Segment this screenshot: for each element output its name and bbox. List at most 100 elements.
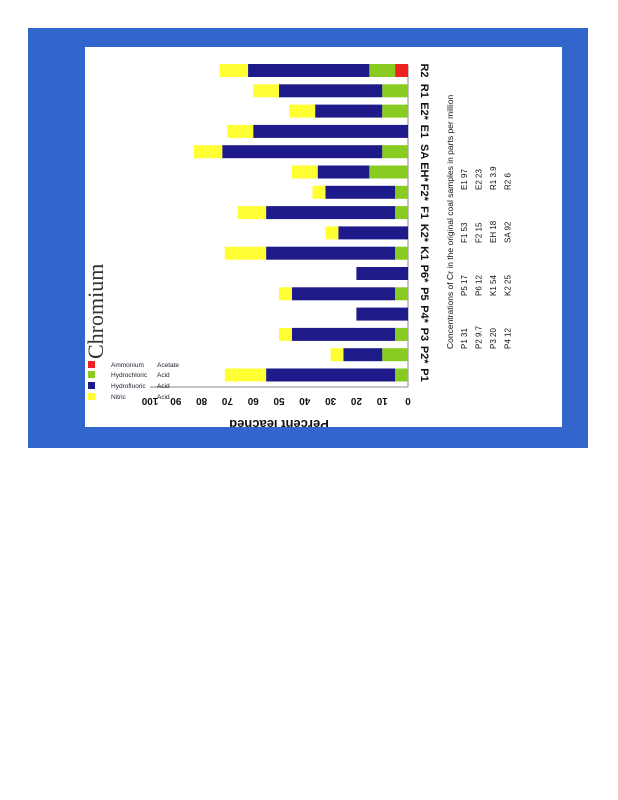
- legend-label-suffix-2: Acid: [157, 383, 170, 390]
- y-tick-label: 0: [405, 395, 411, 406]
- note-cell: E1 97: [460, 169, 469, 190]
- bar-segment-P5-1: [395, 287, 408, 301]
- bar-segment-F2star-2: [325, 185, 396, 199]
- note-cell: F2 15: [475, 222, 484, 243]
- legend-label-suffix-3: Acid: [157, 394, 170, 401]
- note-cell: SA 92: [504, 221, 513, 243]
- legend-swatch-1: [88, 371, 95, 378]
- y-tick-label: 70: [221, 395, 233, 406]
- legend-swatch-3: [88, 393, 95, 400]
- bar-segment-E2star-2: [315, 104, 383, 118]
- bar-segment-K1-3: [224, 246, 267, 260]
- y-tick-label: 80: [196, 395, 208, 406]
- bar-segment-R2-3: [219, 64, 249, 77]
- note-cell: P2 9.7: [475, 325, 484, 349]
- note-cell: P1 31: [460, 328, 469, 349]
- bar-segment-P3-3: [279, 327, 292, 341]
- bar-segment-F1-2: [266, 206, 396, 220]
- legend-label-suffix-1: Acid: [157, 372, 170, 379]
- bar-segment-P3-1: [395, 327, 408, 341]
- bar-segment-SA-2: [222, 145, 383, 159]
- category-label: P2*: [418, 346, 430, 364]
- category-label: P5: [418, 287, 430, 300]
- y-tick-label: 90: [170, 395, 182, 406]
- legend-swatch-0: [88, 361, 95, 368]
- y-tick-label: 30: [325, 395, 337, 406]
- legend-label-3: Nitric: [111, 394, 127, 401]
- note-cell: K1 54: [489, 275, 498, 296]
- bar-segment-P1-3: [224, 368, 267, 382]
- note-cell: F1 53: [460, 222, 469, 243]
- bar-segment-E1-3: [227, 124, 254, 138]
- bar-segment-F2star-3: [312, 185, 326, 199]
- category-label: E2*: [418, 102, 430, 120]
- bar-segment-P2star-2: [343, 348, 383, 362]
- legend-label-0: Ammonium: [111, 362, 144, 369]
- y-tick-label: 60: [247, 395, 259, 406]
- bar-segment-R1-2: [279, 84, 383, 98]
- bar-segment-E2star-1: [382, 104, 408, 118]
- note-cell: K2 25: [504, 275, 513, 296]
- bar-segment-P5-2: [291, 287, 396, 301]
- category-label: F2*: [418, 184, 430, 202]
- bar-segment-EHstar-3: [291, 165, 318, 179]
- bar-segment-P1-2: [266, 368, 396, 382]
- bar-segment-P6star-2: [356, 267, 408, 280]
- note-cell: P3 20: [489, 328, 498, 349]
- bar-segment-F2star-1: [395, 185, 408, 199]
- note-cell: EH 18: [489, 220, 498, 243]
- bar-segment-E2star-3: [289, 104, 316, 118]
- note-cell: P4 12: [504, 328, 513, 349]
- bar-segment-K1-2: [266, 246, 396, 260]
- bar-segment-P5-3: [279, 287, 292, 301]
- note-cell: P6 12: [475, 275, 484, 296]
- category-label: K1: [418, 246, 430, 260]
- category-label: R2: [418, 63, 430, 77]
- category-label: K2*: [418, 224, 430, 243]
- note-cell: R1 3.9: [489, 166, 498, 190]
- note-heading: Concentrations of Cr in the original coa…: [445, 95, 455, 349]
- bar-segment-P2star-1: [382, 348, 408, 362]
- category-label: P4*: [418, 305, 430, 323]
- chromium-chart: 0 10 20 30 40 50 60 70 80 90 100 Percent leached P1 P…: [85, 63, 513, 427]
- bar-segment-E1-2: [253, 124, 408, 138]
- category-label: EH*: [418, 162, 430, 182]
- bar-segment-EHstar-2: [317, 165, 370, 179]
- bar-segment-P4star-2: [356, 307, 408, 321]
- bar-segment-P2star-3: [330, 348, 344, 362]
- bar-segment-R2-0: [395, 64, 408, 77]
- note-cell: R2 6: [504, 173, 513, 190]
- bar-segment-F1-1: [395, 206, 408, 220]
- bar-segment-SA-1: [382, 145, 408, 159]
- y-tick-label: 20: [350, 395, 362, 406]
- category-label: P1: [418, 368, 430, 381]
- bar-segment-SA-3: [193, 145, 223, 159]
- y-tick-label: 50: [273, 395, 285, 406]
- bar-segment-K2star-3: [325, 226, 339, 240]
- note-cell: P5 17: [460, 275, 469, 296]
- y-axis-title: Percent leached: [229, 417, 329, 427]
- category-label: P6*: [418, 265, 430, 283]
- bar-segment-R1-3: [253, 84, 279, 98]
- legend-label-1: Hydrochloric: [111, 372, 148, 379]
- category-label: E1: [418, 125, 430, 138]
- y-tick-label: 100: [141, 395, 158, 406]
- y-tick-label: 40: [299, 395, 311, 406]
- bar-segment-EHstar-1: [369, 165, 408, 179]
- y-tick-label: 10: [376, 395, 388, 406]
- bar-segment-F1-3: [237, 206, 267, 220]
- category-label: SA: [418, 144, 430, 159]
- category-label: P3: [418, 328, 430, 341]
- legend-swatch-2: [88, 382, 95, 389]
- bar-segment-P1-1: [395, 368, 408, 382]
- category-label: F1: [418, 206, 430, 219]
- legend-label-2: Hydrofluoric: [111, 383, 146, 390]
- category-label: R1: [418, 84, 430, 98]
- chart-title: Chromium: [85, 264, 108, 359]
- bar-segment-R1-1: [382, 84, 408, 98]
- note-cell: E2 23: [475, 169, 484, 190]
- bar-segment-K1-1: [395, 246, 408, 260]
- legend-label-suffix-0: Acetate: [157, 362, 179, 369]
- bar-segment-R2-1: [369, 64, 396, 77]
- bar-segment-K2star-2: [338, 226, 408, 240]
